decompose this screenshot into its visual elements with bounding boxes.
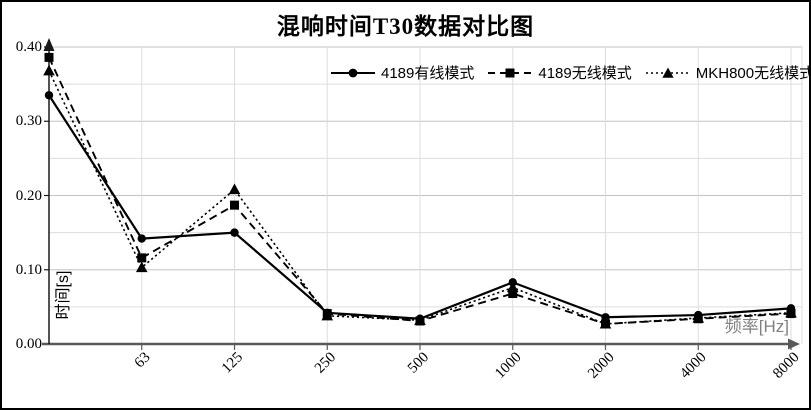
- y-axis-title: 时间[s]: [55, 270, 72, 320]
- x-axis-title: 频率[Hz]: [724, 317, 789, 336]
- y-axis-arrow-icon: [43, 38, 55, 51]
- data-point-circle: [137, 234, 146, 243]
- legend-dotted-triangle-icon: [645, 67, 690, 78]
- data-point-circle: [44, 91, 54, 100]
- legend-label: 4189无线模式: [538, 65, 632, 82]
- y-tick-label: 0.40: [15, 39, 42, 55]
- data-point-circle: [601, 313, 610, 322]
- data-point-circle: [230, 228, 239, 237]
- legend-dashed-square-icon: [488, 68, 533, 77]
- data-point-triangle: [506, 281, 519, 293]
- data-point-triangle: [414, 314, 426, 325]
- data-point-triangle: [135, 261, 148, 273]
- data-point-triangle: [599, 317, 612, 329]
- y-tick-label: 0.30: [15, 113, 42, 130]
- data-point-triangle: [43, 64, 55, 76]
- data-point-triangle: [692, 312, 705, 323]
- data-point-triangle: [228, 183, 241, 195]
- legend: 4189有线模式 4189无线模式 MKH800无线模式: [330, 62, 811, 83]
- legend-item-mkh800-wireless: MKH800无线模式: [645, 62, 811, 83]
- legend-label: 4189有线模式: [381, 65, 475, 82]
- data-point-triangle: [785, 306, 797, 318]
- data-point-square: [508, 289, 518, 299]
- x-axis-arrow-icon: [788, 338, 800, 350]
- y-tick-label: 0.20: [15, 187, 42, 204]
- data-point-square: [44, 52, 54, 62]
- legend-label: MKH800无线模式: [695, 65, 811, 82]
- data-point-square: [137, 253, 147, 263]
- y-tick-label: 0.00: [15, 336, 42, 352]
- legend-item-4189-wired: 4189有线模式: [330, 62, 474, 83]
- data-point-square: [230, 200, 239, 210]
- y-tick-label: 0.10: [15, 261, 42, 278]
- chart-title: 混响时间T30数据对比图: [276, 14, 535, 39]
- data-point-triangle: [321, 309, 334, 321]
- legend-item-4189-wireless: 4189无线模式: [487, 62, 632, 83]
- legend-solid-circle-icon: [331, 68, 375, 77]
